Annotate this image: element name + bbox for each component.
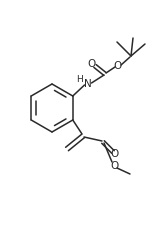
Text: H: H xyxy=(77,75,83,84)
Text: O: O xyxy=(111,149,119,159)
Text: O: O xyxy=(111,161,119,171)
Text: O: O xyxy=(88,59,96,69)
Text: O: O xyxy=(114,61,122,71)
Text: N: N xyxy=(84,79,92,89)
